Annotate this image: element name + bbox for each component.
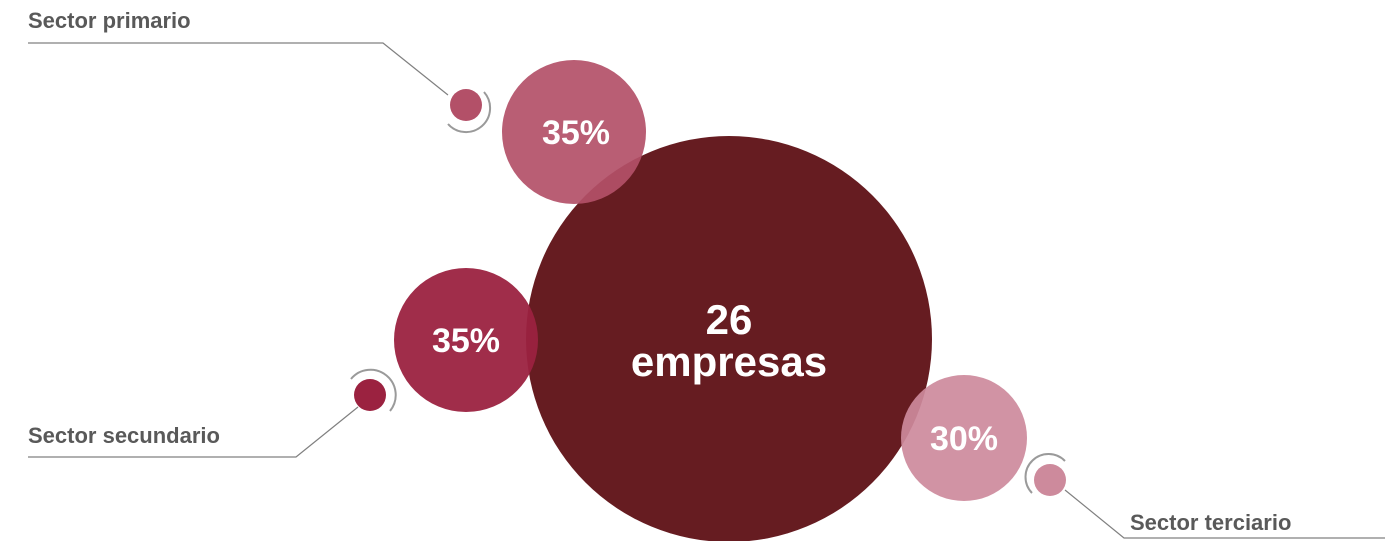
bubble-sector-secundario: 35% (394, 268, 538, 412)
bubble-value-terciario: 30% (930, 420, 998, 458)
callout-sector-secundario: Sector secundario (28, 368, 397, 458)
bubble-circle-primario (502, 60, 646, 204)
marker-dot-primario (450, 89, 482, 121)
marker-arc-terciario (1024, 453, 1066, 494)
center-value: 26 (706, 296, 753, 343)
marker-dot-terciario (1034, 464, 1066, 496)
legend-label-secundario: Sector secundario (28, 423, 220, 448)
bubble-sector-terciario: 30% (901, 375, 1027, 501)
legend-label-terciario: Sector terciario (1130, 510, 1291, 535)
legend-label-primario: Sector primario (28, 8, 191, 33)
callout-sector-primario: Sector primario (28, 8, 492, 134)
bubble-value-secundario: 35% (432, 322, 500, 360)
callout-sector-terciario: Sector terciario (1024, 453, 1385, 539)
center-unit: empresas (631, 338, 827, 385)
connector-line-secundario (28, 406, 359, 458)
marker-arc-primario (447, 91, 492, 134)
bubble-value-primario: 35% (542, 114, 610, 152)
connector-line-primario (28, 42, 449, 96)
bubble-sector-primario: 35% (502, 60, 646, 204)
bubble-circle-terciario (901, 375, 1027, 501)
center-bubble (526, 136, 932, 541)
connector-line-terciario (1064, 489, 1385, 539)
marker-arc-secundario (350, 368, 397, 412)
bubble-circle-secundario (394, 268, 538, 412)
marker-dot-secundario (354, 379, 386, 411)
